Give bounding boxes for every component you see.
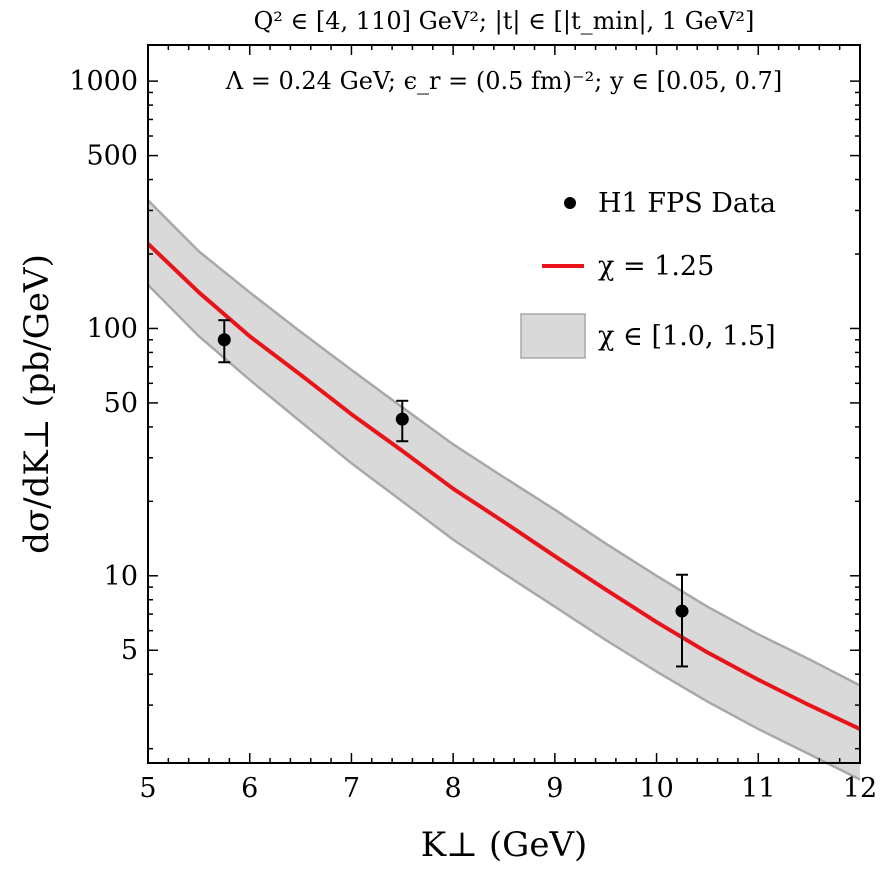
axes: 5 6 7 8 9 10 11 12 5 10 50 100 500 1000 (69, 45, 877, 804)
legend-band-swatch (520, 313, 586, 359)
legend-band-label: χ ∈ [1.0, 1.5] (598, 321, 776, 352)
x-tick-label: 11 (741, 773, 775, 804)
data-point (675, 573, 689, 668)
x-tick-label: 9 (546, 773, 563, 804)
legend-data-label: H1 FPS Data (598, 188, 776, 219)
plot-frame (147, 44, 861, 764)
x-tick-label: 6 (241, 773, 258, 804)
legend: H1 FPS Data χ = 1.25 χ ∈ [1.0, 1.5] (520, 188, 776, 359)
y-tick-label: 50 (104, 388, 138, 419)
data-marker (217, 333, 231, 347)
y-tick-label: 100 (86, 313, 138, 344)
data-point (395, 399, 409, 443)
y-tick-label: 500 (86, 141, 138, 172)
x-tick-label: 8 (445, 773, 462, 804)
x-axis-title: K⊥ (GeV) (421, 825, 588, 865)
band-fill (148, 200, 860, 780)
band-lower-edge (147, 284, 861, 781)
x-tick-label: 12 (843, 773, 877, 804)
chart-subtitle: Λ = 0.24 GeV; ϵ_r = (0.5 fm)⁻²; y ∈ [0.0… (225, 67, 782, 95)
data-point (217, 319, 231, 364)
x-tick-label: 7 (343, 773, 360, 804)
series-line-chi-1-25 (146, 242, 861, 731)
y-tick-label: 1000 (69, 66, 138, 97)
legend-data-marker (564, 197, 576, 209)
data-marker (675, 604, 689, 618)
data-marker (395, 412, 409, 426)
y-tick-label: 10 (104, 561, 138, 592)
chart-title: Q² ∈ [4, 110] GeV²; |t| ∈ [|t_min|, 1 Ge… (254, 7, 755, 36)
x-tick-label: 10 (639, 773, 673, 804)
y-tick-label: 5 (121, 635, 138, 666)
y-axis-title: dσ/dK⊥ (pb/GeV) (17, 254, 57, 554)
x-tick-label: 5 (139, 773, 156, 804)
legend-line-label: χ = 1.25 (598, 251, 714, 282)
plot-area (146, 199, 861, 781)
band-upper-edge (147, 199, 861, 687)
